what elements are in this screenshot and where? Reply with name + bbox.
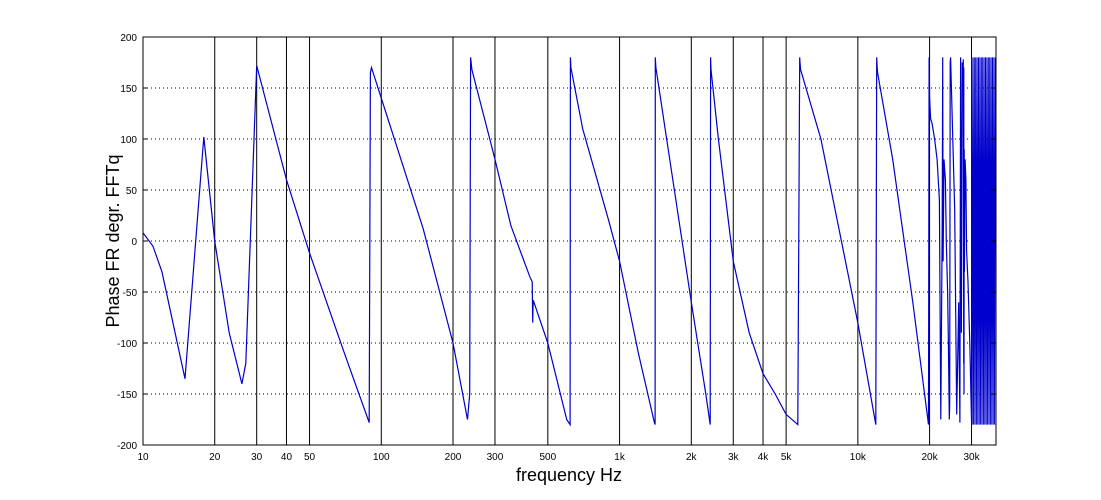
- y-axis-label: Phase FR degr. FFTq: [103, 154, 123, 327]
- x-tick-label: 10k: [850, 452, 867, 463]
- x-tick-label: 20: [209, 452, 221, 463]
- x-tick-label: 2k: [686, 452, 698, 463]
- plot-area-background: [143, 37, 996, 445]
- x-tick-label: 50: [304, 452, 316, 463]
- tick-layer: -200 -150 -100 -50 0 50 100 150 200 10 20 30 40 50 100…: [117, 33, 996, 463]
- series-layer: [142, 57, 996, 427]
- x-tick-label: 5k: [781, 452, 793, 463]
- y-tick-label: 0: [131, 237, 137, 248]
- x-tick-label: 40: [281, 452, 293, 463]
- y-tick-label: -50: [123, 288, 138, 299]
- x-tick-label: 200: [445, 452, 462, 463]
- x-tick-label: 4k: [758, 452, 770, 463]
- x-axis-label: frequency Hz: [516, 465, 622, 485]
- x-tick-label: 100: [373, 452, 390, 463]
- y-tick-label: 100: [120, 135, 137, 146]
- y-tick-label: 150: [120, 84, 137, 95]
- x-tick-label: 30: [251, 452, 263, 463]
- x-tick-label: 3k: [728, 452, 740, 463]
- y-tick-label: 200: [120, 33, 137, 44]
- y-tick-label: 50: [126, 186, 138, 197]
- grid-layer: [143, 37, 996, 445]
- x-tick-label: 500: [539, 452, 556, 463]
- y-tick-label: -150: [117, 390, 137, 401]
- x-tick-label: 30k: [963, 452, 980, 463]
- x-tick-label: 20k: [922, 452, 939, 463]
- x-tick-label: 1k: [614, 452, 626, 463]
- x-tick-label: 300: [487, 452, 504, 463]
- x-tick-label: 10: [137, 452, 149, 463]
- phase-series-line: [142, 57, 973, 427]
- y-tick-label: -200: [117, 441, 137, 452]
- y-tick-label: -100: [117, 339, 137, 350]
- phase-dense-band: [971, 57, 996, 425]
